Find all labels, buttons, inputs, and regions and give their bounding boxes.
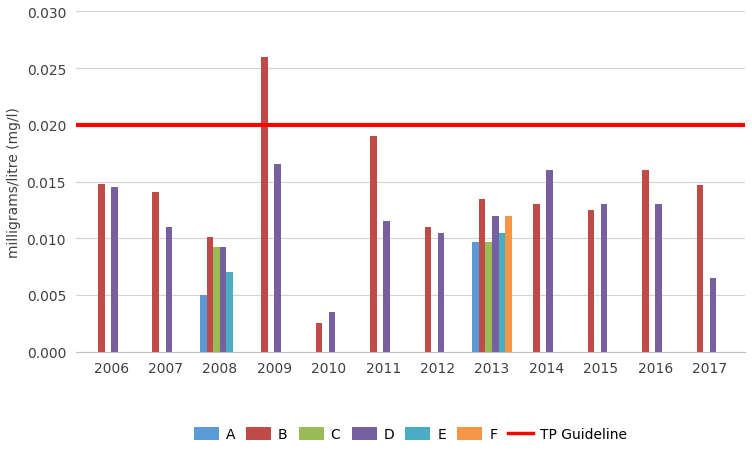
Bar <box>220 248 226 352</box>
Bar <box>200 295 207 352</box>
Bar <box>226 272 233 352</box>
Bar <box>274 165 281 352</box>
Bar <box>425 227 431 352</box>
Bar <box>165 227 172 352</box>
Bar <box>207 238 214 352</box>
Bar <box>533 205 540 352</box>
Bar <box>98 184 105 352</box>
Bar <box>438 233 444 352</box>
Bar <box>214 248 220 352</box>
Y-axis label: milligrams/litre (mg/l): milligrams/litre (mg/l) <box>7 107 21 258</box>
Bar <box>316 323 323 352</box>
Bar <box>601 205 608 352</box>
Bar <box>261 58 268 352</box>
Bar <box>492 216 499 352</box>
Bar <box>111 188 117 352</box>
Bar <box>642 171 649 352</box>
Bar <box>710 278 716 352</box>
Bar <box>153 192 159 352</box>
Bar <box>479 199 486 352</box>
Bar <box>329 312 335 352</box>
Bar <box>547 171 553 352</box>
Bar <box>505 216 511 352</box>
Bar <box>588 210 594 352</box>
Bar <box>384 222 390 352</box>
Bar <box>472 242 479 352</box>
Legend: A, B, C, D, E, F, TP Guideline: A, B, C, D, E, F, TP Guideline <box>188 422 632 446</box>
Bar <box>370 137 377 352</box>
Bar <box>499 233 505 352</box>
Bar <box>486 242 492 352</box>
Bar <box>655 205 662 352</box>
Bar <box>696 185 703 352</box>
